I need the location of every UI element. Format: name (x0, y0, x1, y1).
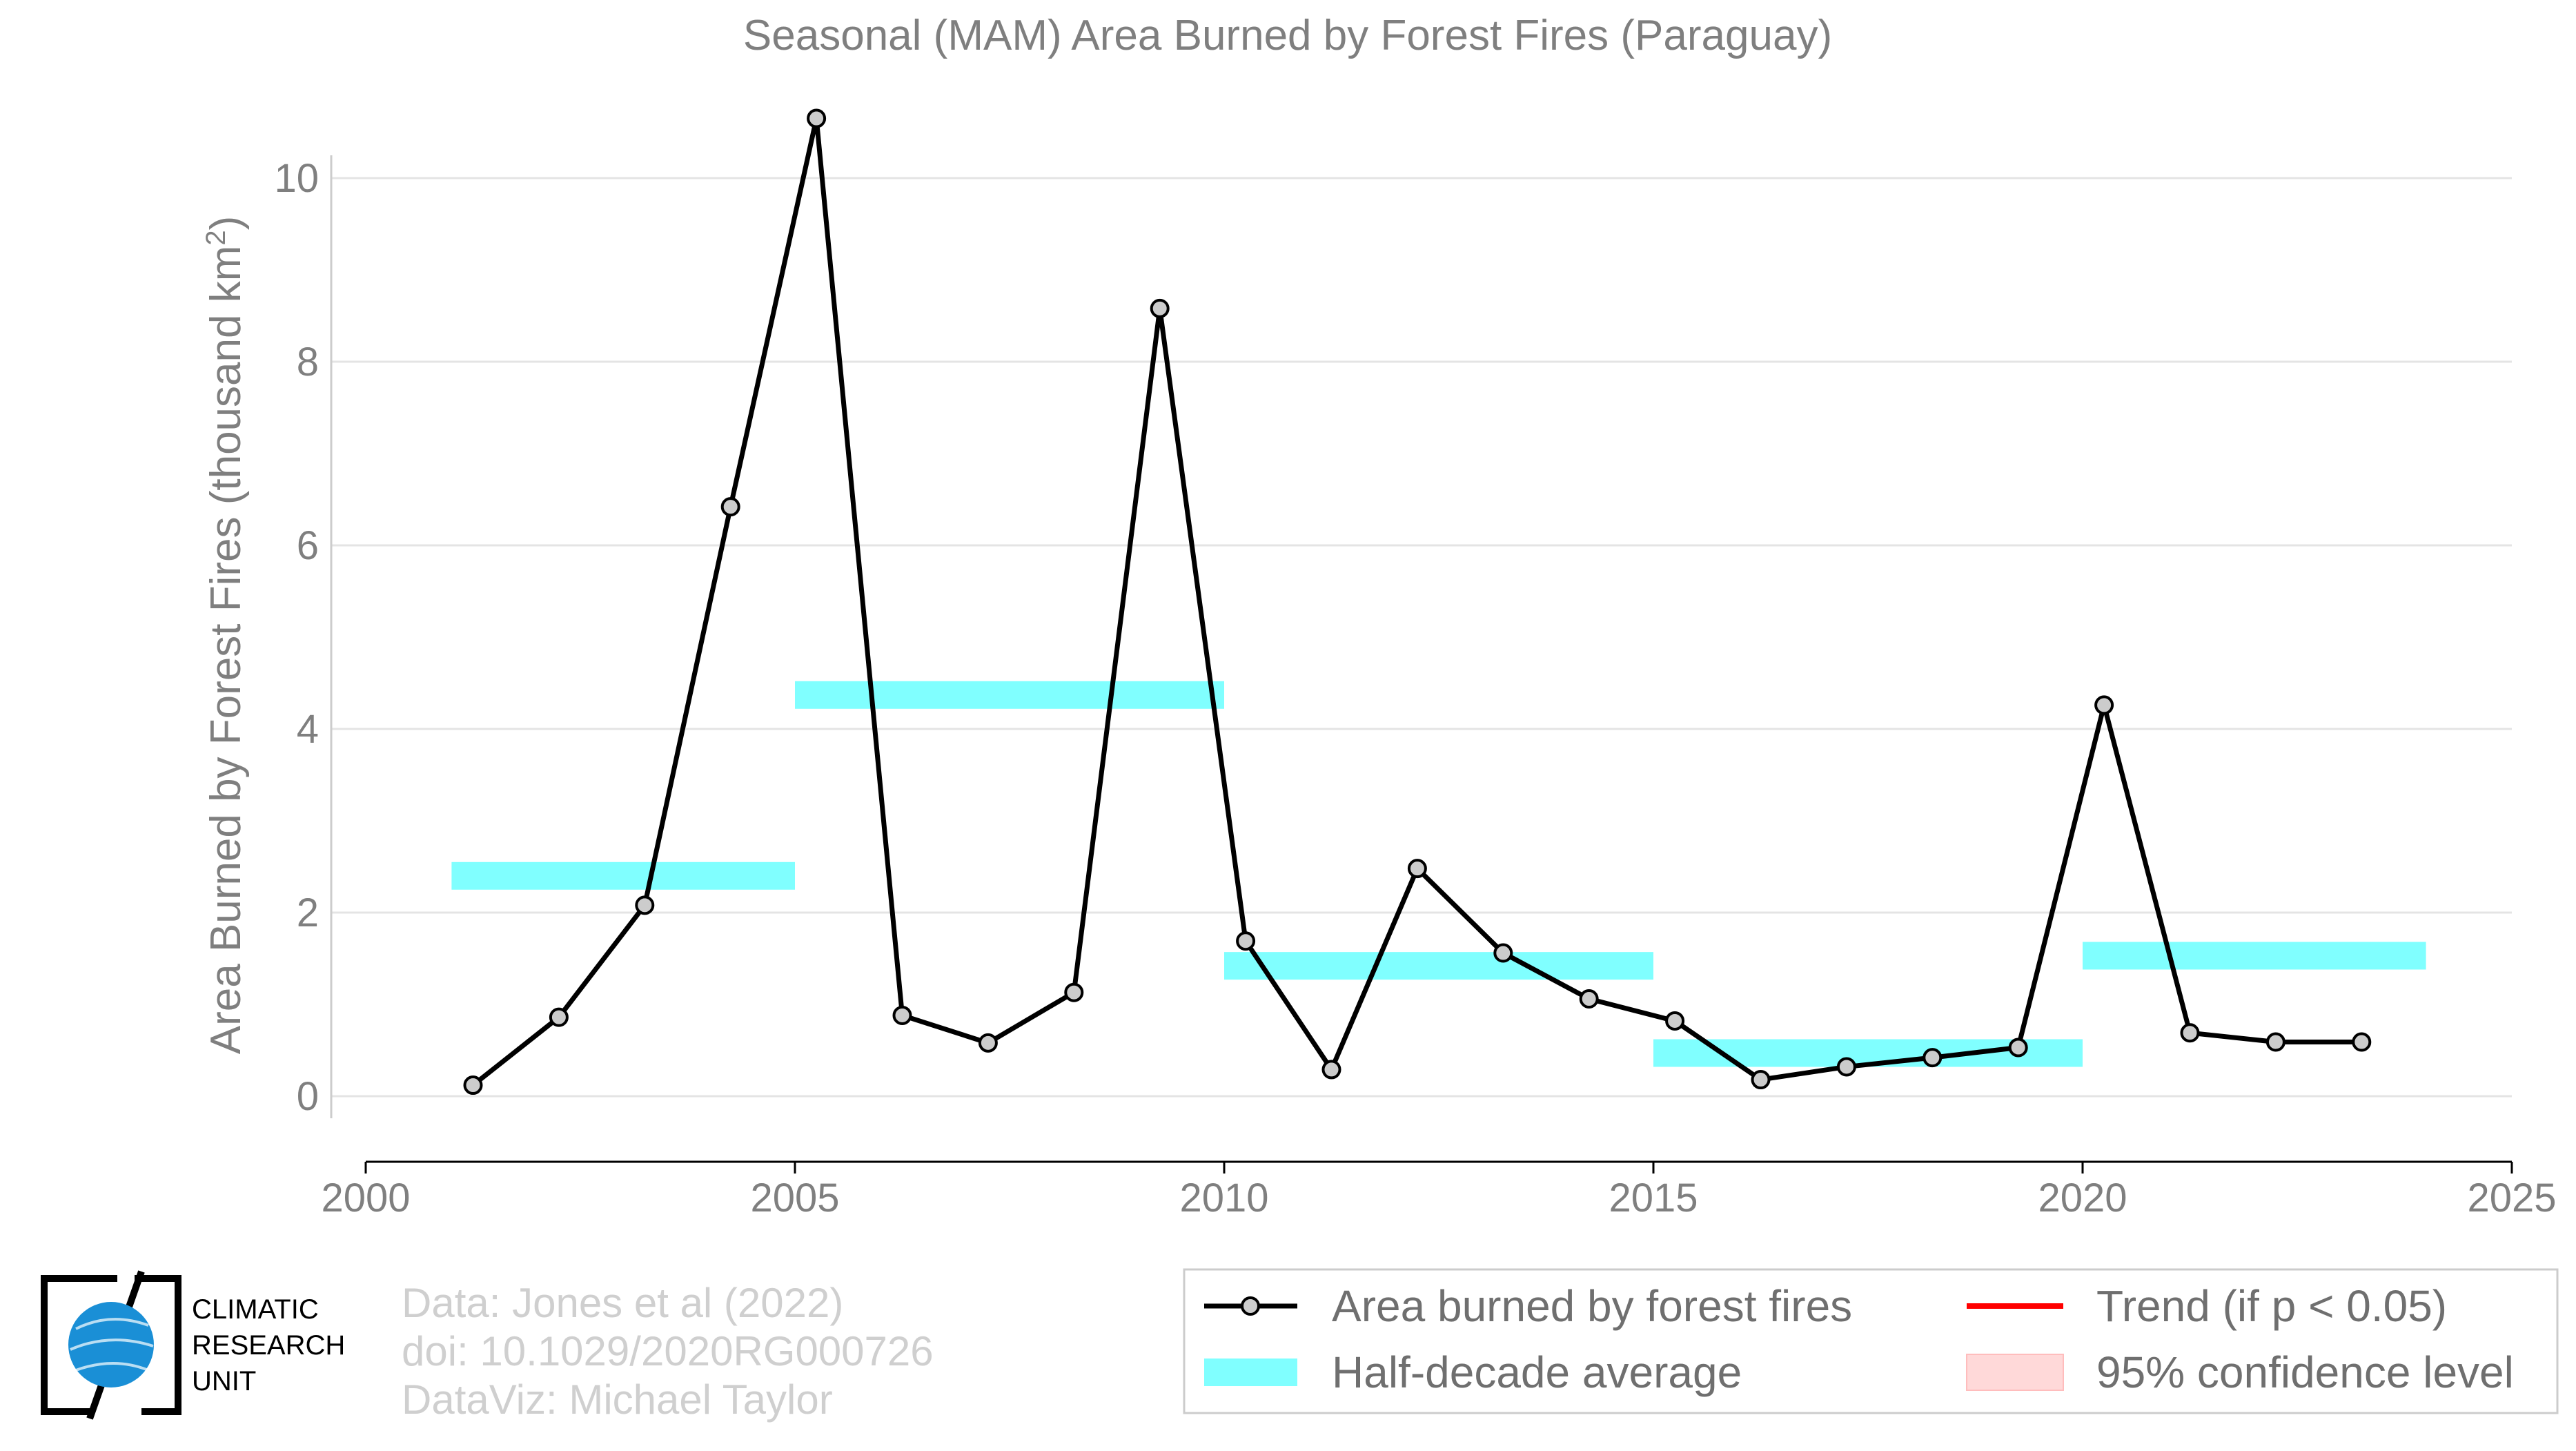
y-axis-label: Area Burned by Forest Fires (thousand km… (201, 216, 250, 1055)
data-point-16 (1836, 1057, 1856, 1077)
data-point-13 (1579, 989, 1599, 1009)
x-tick-label-2020: 2020 (2038, 1176, 2127, 1220)
x-axis-ticks: 2000 2005 2010 2015 2020 2025 (321, 1162, 2557, 1220)
data-point-5 (892, 1005, 912, 1025)
legend: Area burned by forest fires Half-decade … (1183, 1268, 2559, 1414)
half-decade-band-0 (451, 861, 795, 890)
chart-title: Seasonal (MAM) Area Burned by Forest Fir… (743, 12, 1832, 59)
data-point-9 (1236, 931, 1256, 951)
legend-swatch-series-marker (1241, 1296, 1260, 1316)
data-point-18 (2008, 1038, 2028, 1058)
x-tick-label-2005: 2005 (750, 1176, 839, 1220)
x-tick-label-2015: 2015 (1609, 1176, 1698, 1220)
legend-label-confidence: 95% confidence level (2096, 1347, 2514, 1397)
logo-text-line1: CLIMATIC (192, 1294, 319, 1325)
logo-text-line2: RESEARCH (192, 1330, 345, 1361)
legend-label-band: Half-decade average (1332, 1347, 1742, 1397)
credit-doi: doi: 10.1029/2020RG000726 (402, 1328, 934, 1374)
x-tick-label-2025: 2025 (2467, 1176, 2556, 1220)
credits: Data: Jones et al (2022) doi: 10.1029/20… (402, 1280, 934, 1423)
cru-logo: CLIMATIC RESEARCH UNIT (41, 1270, 345, 1420)
logo-text-line3: UNIT (192, 1366, 256, 1396)
credit-dataviz: DataViz: Michael Taylor (402, 1376, 833, 1423)
data-point-4 (807, 108, 827, 128)
x-tick-label-2000: 2000 (321, 1176, 410, 1220)
data-point-1 (549, 1007, 569, 1027)
data-point-0 (463, 1075, 483, 1095)
data-point-3 (720, 497, 740, 517)
y-tick-label-6: 6 (297, 523, 319, 568)
data-point-15 (1751, 1070, 1771, 1090)
logo-bracket-right-icon (135, 1275, 181, 1415)
y-tick-label-2: 2 (297, 890, 319, 935)
half-decade-band-1 (795, 681, 1224, 709)
y-tick-label-0: 0 (297, 1074, 319, 1119)
data-point-7 (1064, 982, 1084, 1002)
credit-data: Data: Jones et al (2022) (402, 1280, 843, 1326)
data-point-22 (2352, 1032, 2372, 1052)
data-point-11 (1407, 859, 1427, 879)
y-tick-label-4: 4 (297, 707, 319, 752)
data-point-2 (635, 895, 655, 915)
y-tick-label-10: 10 (274, 156, 319, 201)
data-point-20 (2180, 1023, 2200, 1043)
data-point-8 (1150, 298, 1170, 318)
data-point-6 (978, 1033, 998, 1053)
data-point-12 (1493, 943, 1513, 963)
logo-globe-lines-icon (70, 1318, 154, 1372)
y-tick-labels: 0 2 4 6 8 10 (274, 155, 333, 1119)
legend-swatch-confidence (1966, 1354, 2064, 1391)
data-point-14 (1665, 1011, 1685, 1031)
data-point-10 (1321, 1060, 1341, 1080)
half-decade-band-4 (2083, 942, 2426, 970)
legend-label-series: Area burned by forest fires (1332, 1281, 1852, 1331)
legend-frame (1183, 1268, 2559, 1414)
series-markers (463, 108, 2372, 1095)
y-tick-label-8: 8 (297, 340, 319, 384)
data-point-17 (1923, 1048, 1943, 1068)
legend-swatch-band (1204, 1359, 1297, 1386)
gridlines (331, 177, 2512, 1098)
data-point-19 (2094, 695, 2114, 715)
half-decade-band-2 (1224, 952, 1653, 980)
legend-label-trend: Trend (if p < 0.05) (2096, 1281, 2447, 1331)
data-point-21 (2265, 1032, 2285, 1052)
y-axis-label-superscript: 2 (201, 230, 231, 245)
x-tick-label-2010: 2010 (1179, 1176, 1268, 1220)
logo-bracket-icon (41, 1275, 117, 1415)
series-line (471, 116, 2362, 1087)
half-decade-bands (451, 681, 2426, 1067)
